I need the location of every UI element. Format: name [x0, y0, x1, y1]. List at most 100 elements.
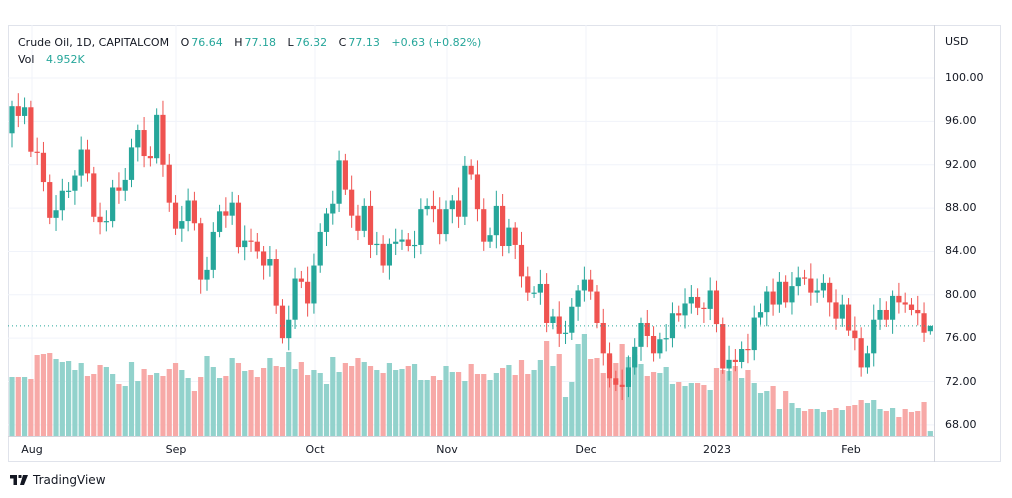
volume-bar: [921, 402, 927, 436]
volume-bar: [418, 380, 424, 436]
candle-body: [342, 160, 348, 190]
candle-body: [229, 202, 235, 216]
candle-body: [562, 332, 569, 334]
symbol-label[interactable]: Crude Oil, 1D, CAPITALCOM: [18, 36, 170, 49]
candle-body: [84, 149, 91, 174]
time-tick: 2023: [703, 443, 731, 456]
time-axis[interactable]: Aug Sep Oct Nov Dec 2023 Feb: [8, 436, 934, 463]
change-value: +0.63 (+0.82%): [391, 36, 482, 49]
volume-bar: [613, 363, 619, 436]
volume-bar: [751, 383, 757, 436]
candle-body: [462, 165, 468, 217]
candlestick-chart[interactable]: [8, 25, 934, 436]
volume-bar: [537, 360, 543, 436]
volume-label[interactable]: Vol: [18, 53, 35, 66]
candle-body: [393, 241, 399, 244]
candle-body: [525, 276, 531, 293]
candle-body: [210, 231, 216, 270]
volume-bar: [9, 377, 15, 436]
candle-body: [154, 114, 160, 159]
candle-body: [430, 205, 437, 210]
close-value: 77.13: [348, 36, 380, 49]
volume-bar: [877, 409, 883, 436]
candle-body: [386, 243, 392, 266]
candle-body: [676, 313, 682, 316]
candle-body: [732, 359, 738, 363]
tradingview-logo[interactable]: TradingView: [10, 473, 106, 487]
candle-body: [317, 231, 323, 266]
volume-bar: [323, 384, 330, 436]
volume-bar: [927, 431, 933, 436]
volume-bar: [739, 378, 745, 436]
volume-bar: [267, 358, 273, 436]
candle-body: [216, 211, 223, 232]
volume-bar: [191, 391, 198, 436]
price-tick: 100.00: [945, 71, 984, 84]
volume-bar: [500, 368, 506, 436]
candle-body: [128, 147, 135, 180]
time-tick: Oct: [305, 443, 325, 456]
price-tick: 84.00: [945, 244, 977, 258]
volume-bar: [720, 370, 726, 436]
volume-bar: [254, 377, 260, 436]
candle-body: [349, 189, 355, 216]
candle-body: [701, 307, 707, 310]
candle-body: [531, 292, 537, 294]
volume-bar: [367, 366, 374, 436]
candle-body: [619, 384, 625, 387]
price-pane[interactable]: [8, 25, 934, 436]
candle-body: [47, 182, 53, 218]
candle-body: [845, 304, 852, 331]
candle-body: [600, 322, 606, 354]
volume-bar: [644, 376, 650, 436]
volume-bar: [795, 408, 801, 436]
candle-body: [160, 114, 166, 165]
volume-bar: [474, 374, 481, 436]
candle-body: [424, 205, 430, 210]
volume-bar: [493, 373, 499, 436]
candle-body: [78, 149, 84, 176]
volume-bar: [776, 409, 782, 436]
candle-body: [896, 295, 902, 303]
volume-bar: [198, 377, 204, 436]
candle-body: [606, 353, 613, 379]
volume-bar: [650, 372, 657, 436]
candle-body: [783, 281, 789, 303]
candle-body: [355, 215, 361, 231]
candle-body: [720, 324, 726, 369]
candle-body: [757, 312, 764, 318]
price-tick: 72.00: [945, 374, 977, 388]
candle-body: [53, 210, 59, 218]
volume-bar: [449, 372, 455, 436]
volume-bar: [355, 358, 361, 436]
volume-bar: [424, 380, 430, 436]
candle-body: [273, 259, 279, 306]
price-axis[interactable]: USD 100.00 96.00 92.00 88.00 84.00 80.00 76.00…: [934, 25, 1002, 462]
candle-body: [449, 200, 455, 210]
candle-body: [191, 200, 198, 224]
volume-bar: [47, 353, 53, 436]
volume-bar: [550, 366, 556, 436]
volume-bar: [374, 370, 380, 436]
candle-body: [657, 339, 663, 354]
volume-bar: [801, 411, 808, 436]
time-tick: Sep: [165, 443, 187, 456]
volume-bar: [229, 358, 235, 436]
volume-bar: [468, 364, 474, 436]
volume-bar: [103, 367, 109, 436]
volume-bar: [122, 386, 128, 436]
volume-bar: [575, 344, 581, 436]
high-value: 77.18: [244, 36, 277, 49]
volume-bar: [833, 408, 839, 436]
volume-bar: [97, 365, 103, 436]
volume-bar: [298, 362, 304, 436]
price-tick: 80.00: [945, 287, 977, 301]
candle-body: [437, 209, 443, 235]
volume-bar: [116, 384, 122, 436]
candle-body: [198, 223, 204, 280]
volume-bar: [53, 359, 59, 436]
volume-bar: [701, 385, 707, 436]
volume-bar: [34, 355, 40, 436]
candle-body: [110, 187, 116, 222]
candle-body: [474, 174, 481, 210]
